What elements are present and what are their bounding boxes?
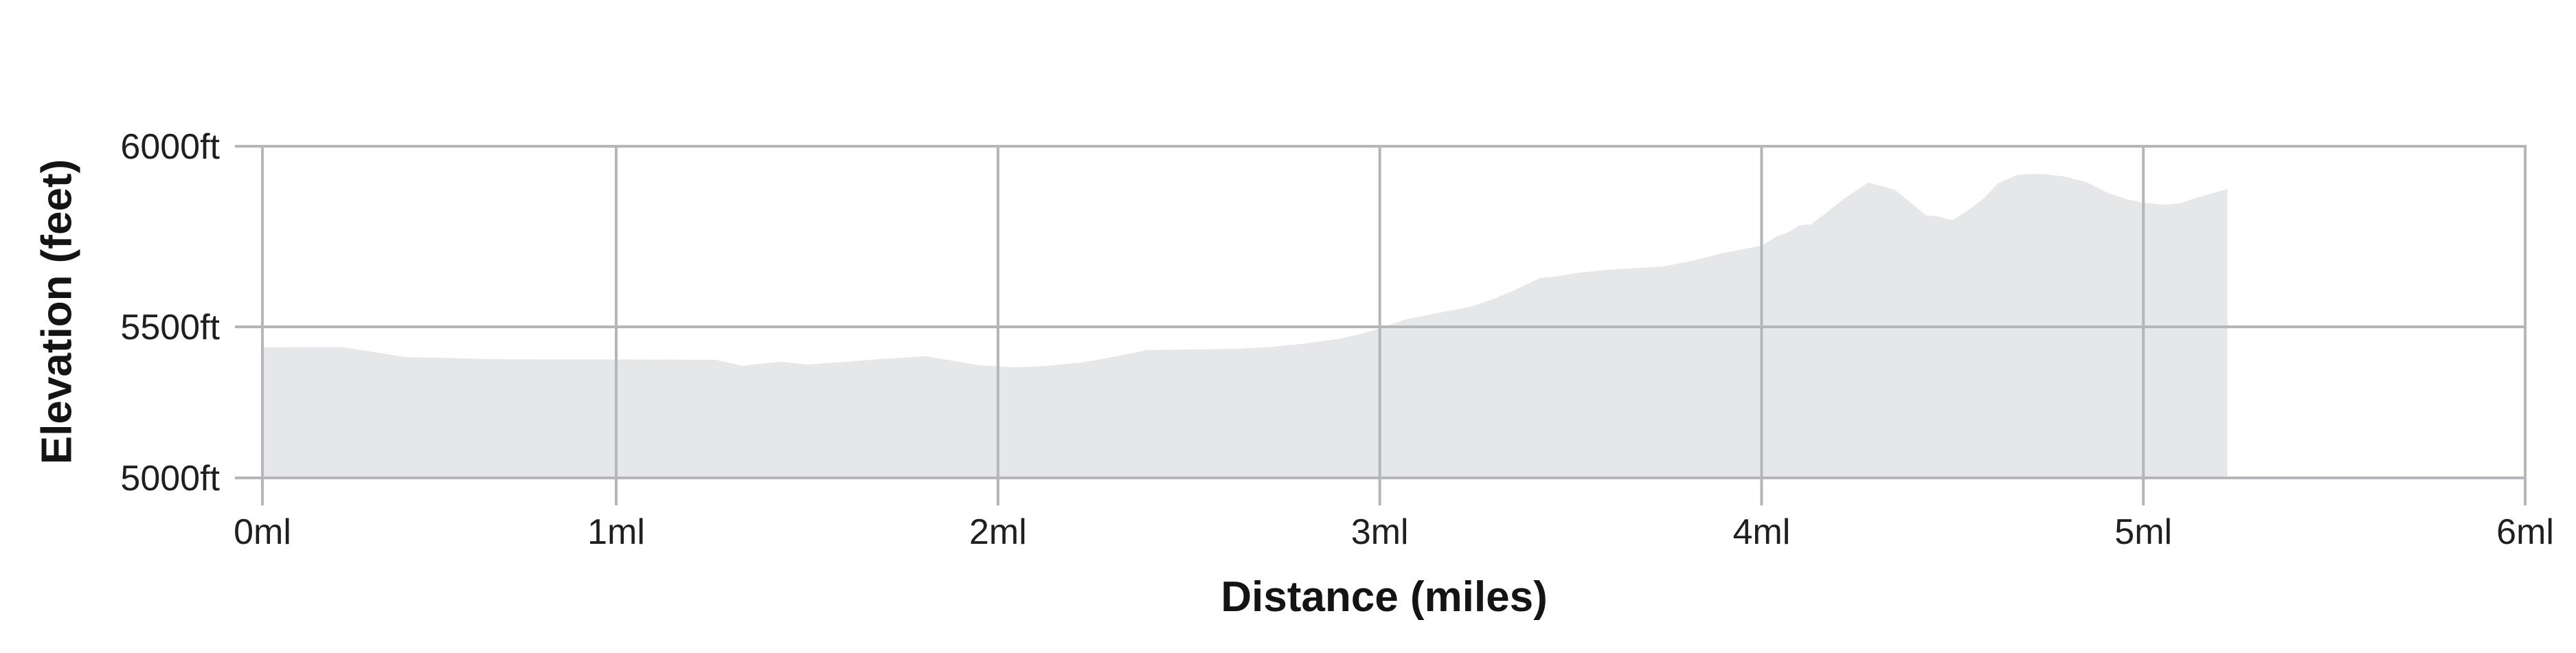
x-tick-label-2ml: 2ml xyxy=(969,512,1027,552)
plot-border xyxy=(261,145,2527,479)
x-tick-label-5ml: 5ml xyxy=(2114,512,2172,552)
area-layer xyxy=(262,174,2228,478)
y-tick-label-6000: 6000ft xyxy=(120,127,220,167)
x-tick-label-4ml: 4ml xyxy=(1733,512,1791,552)
elevation-area-series xyxy=(262,174,2228,478)
y-tick-label-5500: 5500ft xyxy=(120,308,220,347)
y-tick-label-5000: 5000ft xyxy=(120,459,220,499)
y-axis-title: Elevation (feet) xyxy=(34,159,81,464)
x-tick-label-3ml: 3ml xyxy=(1351,512,1409,552)
tick-layer: 5000ft 5500ft 6000ft 0ml 1ml 2ml 3ml 4ml 5ml 6ml xyxy=(120,127,2553,552)
x-tick-label-6ml: 6ml xyxy=(2496,512,2554,552)
grid-layer xyxy=(261,145,2527,479)
x-axis-title: Distance (miles) xyxy=(1221,573,1548,621)
x-tick-label-1ml: 1ml xyxy=(587,512,645,552)
x-tick-label-0ml: 0ml xyxy=(234,512,291,552)
